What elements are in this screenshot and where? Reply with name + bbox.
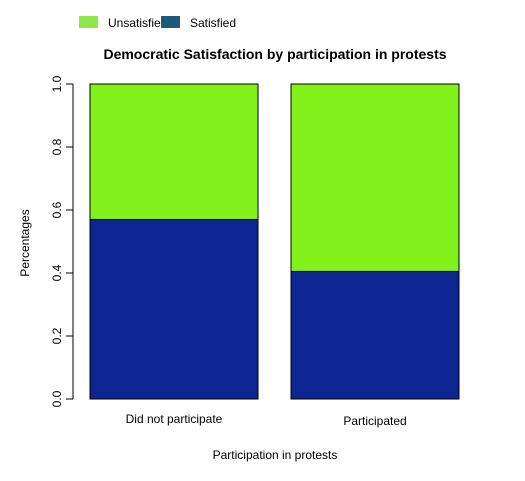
legend-label-unsatisfied: Unsatisfied: [108, 16, 167, 30]
y-axis-title: Percentages: [18, 209, 32, 276]
bar-satisfied-1: [89, 218, 259, 400]
legend: Unsatisfied Satisfied: [79, 16, 236, 30]
bar-unsatisfied-2: [290, 83, 460, 272]
y-tick-label: 0.4: [50, 264, 64, 281]
legend-label-satisfied: Satisfied: [190, 16, 236, 30]
legend-swatch-unsatisfied: [79, 16, 98, 28]
chart-title: Democratic Satisfaction by participation…: [103, 46, 446, 62]
y-tick-label: 0.8: [50, 138, 64, 155]
y-tick-label: 0.6: [50, 201, 64, 218]
x-axis-labels: Did not participate Participated: [126, 412, 407, 428]
x-tick-label: Participated: [343, 414, 406, 428]
bar-satisfied-2: [290, 270, 460, 400]
y-tick-label: 0.0: [50, 390, 64, 407]
y-tick-label: 0.2: [50, 327, 64, 344]
bars: [89, 83, 460, 400]
y-axis: 0.0 0.2 0.4 0.6 0.8 1.0: [50, 75, 74, 407]
legend-swatch-satisfied: [161, 16, 180, 28]
y-tick-label: 1.0: [50, 75, 64, 92]
x-axis-title: Participation in protests: [213, 448, 338, 462]
x-tick-label: Did not participate: [126, 412, 223, 426]
bar-unsatisfied-1: [89, 83, 259, 220]
